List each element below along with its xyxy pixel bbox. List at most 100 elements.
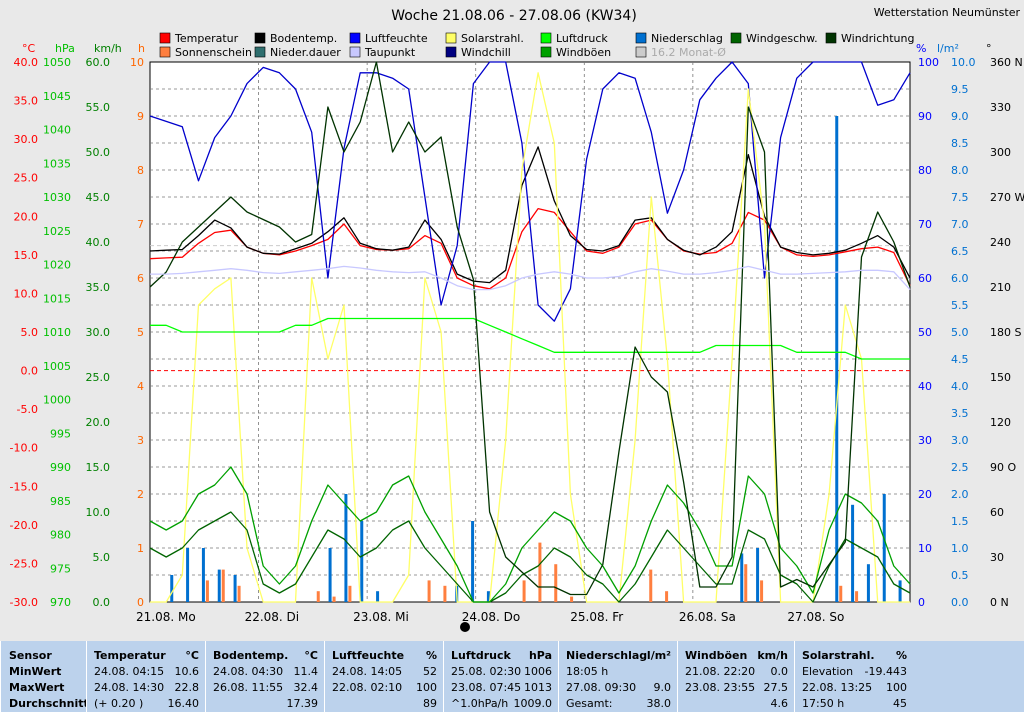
axis-tick-label: 360 N xyxy=(990,56,1023,69)
axis-tick-label: 2 xyxy=(137,488,144,501)
axis-tick-label: 985 xyxy=(50,495,71,508)
axis-tick-label: 180 S xyxy=(990,326,1021,339)
stats-row-label: Durchschnitt xyxy=(9,697,89,710)
axes: °C40.035.030.025.020.015.010.05.00.0-5.0… xyxy=(10,42,1024,609)
stats-column-windboeen: Windböen km/h 21.08. 22:20 0.0 23.08. 23:55 2… xyxy=(677,641,794,712)
axis-tick-label: 8 xyxy=(137,164,144,177)
legend-swatch xyxy=(635,32,647,44)
stats-cell-value: 52 xyxy=(423,665,437,678)
x-tick-label: 27.08. So xyxy=(787,610,844,624)
x-tick-label: 23.08. Mi xyxy=(353,610,409,624)
axis-tick-label: 10 xyxy=(918,542,932,555)
axis-tick-label: 55.0 xyxy=(86,101,111,114)
axis-tick-label: 2.5 xyxy=(951,461,969,474)
axis-tick-label: 30.0 xyxy=(14,133,39,146)
stats-header: Bodentemp. xyxy=(213,649,289,662)
stats-cell-value: 17.39 xyxy=(286,697,319,710)
axis-tick-label: 20.0 xyxy=(86,416,111,429)
bar-mark xyxy=(427,580,431,602)
legend-label: Windchill xyxy=(461,46,511,59)
axis-tick-label: 10.0 xyxy=(951,56,976,69)
stats-header: Luftfeuchte xyxy=(332,649,405,662)
stats-cell-value: 1009.0 xyxy=(513,697,553,710)
legend: Temperatur Bodentemp. Luftfeuchte Solarstra… xyxy=(159,32,914,59)
legend-swatch xyxy=(730,32,742,44)
axis-tick-label: 40.0 xyxy=(14,56,39,69)
axis-tick-label: 30 xyxy=(918,434,932,447)
legend-label: Windböen xyxy=(556,46,611,59)
chart-title: Woche 21.08.06 - 27.08.06 (KW34) xyxy=(391,8,637,24)
axis-tick-label: 4 xyxy=(137,380,144,393)
bar-mark xyxy=(851,504,855,602)
axis-tick-label: 15.0 xyxy=(14,249,39,262)
stats-cell-label: 23.08. 07:45 xyxy=(451,681,522,694)
stats-cell-value: 4.6 xyxy=(770,697,789,710)
bar-mark xyxy=(740,553,744,602)
axis-tick-label: 210 xyxy=(990,281,1011,294)
stats-column-solarstrahl: Solarstrahl.% Elevation -19.443 22.08. 13:2… xyxy=(794,641,913,712)
axis-tick-label: 40.0 xyxy=(86,236,111,249)
axis-tick-label: 3 xyxy=(137,434,144,447)
axis-tick-label: 3.0 xyxy=(951,434,969,447)
stats-column-temperatur: Temperatur °C 24.08. 04:15 10.6 24.08. 14:30… xyxy=(86,641,205,712)
axis-tick-label: -30.0 xyxy=(10,596,38,609)
axis-tick-label: 5.0 xyxy=(21,326,39,339)
series-line xyxy=(149,511,911,603)
stats-cell-value: 27.5 xyxy=(763,681,789,694)
axis-tick-label: 25.0 xyxy=(86,371,111,384)
axis-tick-label: 7.5 xyxy=(951,191,969,204)
stats-header: Luftdruck xyxy=(451,649,511,662)
legend-label: Temperatur xyxy=(174,32,239,45)
stats-cell-value: 1006 xyxy=(524,665,552,678)
axis-tick-label: 0.0 xyxy=(951,596,969,609)
axis-tick-label: 10 xyxy=(130,56,144,69)
axis-tick-label: 1 xyxy=(137,542,144,555)
stats-cell-label: 23.08. 23:55 xyxy=(685,681,756,694)
stats-cell-label: 24.08. 04:30 xyxy=(213,665,284,678)
bar-mark xyxy=(744,564,748,602)
axis-tick-label: 50 xyxy=(918,326,932,339)
series-line xyxy=(149,466,911,603)
bar-mark xyxy=(486,591,490,602)
stats-unit: hPa xyxy=(528,649,552,662)
stats-header: Temperatur xyxy=(94,649,166,662)
bar-mark xyxy=(316,591,320,602)
axis-tick-label: -10.0 xyxy=(10,442,38,455)
bar-mark xyxy=(344,494,348,602)
axis-tick-label: 4.0 xyxy=(951,380,969,393)
axis-tick-label: 1005 xyxy=(43,360,71,373)
legend-swatch xyxy=(540,46,552,58)
bar-mark xyxy=(328,548,332,602)
bar-mark xyxy=(221,569,225,602)
stats-cell-label: 22.08. 13:25 xyxy=(802,681,873,694)
axis-tick-label: 1050 xyxy=(43,56,71,69)
bar-mark xyxy=(882,494,886,602)
station-name: Wetterstation Neumünster xyxy=(874,6,1021,19)
stats-cell-label: 24.08. 14:05 xyxy=(332,665,403,678)
stats-row-label: MinWert xyxy=(9,665,62,678)
series-line xyxy=(149,146,911,284)
legend-swatch xyxy=(159,32,171,44)
axis-tick-label: 25.0 xyxy=(14,172,39,185)
legend-label: Nieder.dauer xyxy=(270,46,341,59)
stats-cell-label: 24.08. 04:15 xyxy=(94,665,165,678)
axis-tick-label: 5.0 xyxy=(951,326,969,339)
axis-tick-label: 8.5 xyxy=(951,137,969,150)
x-tick-label: 22.08. Di xyxy=(245,610,300,624)
stats-column-sensor: Sensor MinWert MaxWert Durchschnitt xyxy=(0,641,89,712)
legend-swatch xyxy=(349,32,361,44)
stats-header: Solarstrahl. xyxy=(802,649,875,662)
axis-tick-label: 1010 xyxy=(43,326,71,339)
stats-cell-value: -19.443 xyxy=(864,665,907,678)
stats-cell-label: 26.08. 11:55 xyxy=(213,681,284,694)
legend-swatch xyxy=(540,32,552,44)
stats-column-luftfeuchte: Luftfeuchte% 24.08. 14:05 52 22.08. 02:10 10… xyxy=(324,641,443,712)
stats-cell-value: 22.8 xyxy=(174,681,200,694)
stats-unit: % xyxy=(425,649,437,662)
stats-cell-label: Elevation xyxy=(802,665,854,678)
axis-tick-label: 980 xyxy=(50,529,71,542)
axis-tick-label: 15.0 xyxy=(86,461,111,474)
stats-cell-value: 32.4 xyxy=(293,681,319,694)
series-line xyxy=(149,61,911,322)
stats-unit: % xyxy=(895,649,907,662)
